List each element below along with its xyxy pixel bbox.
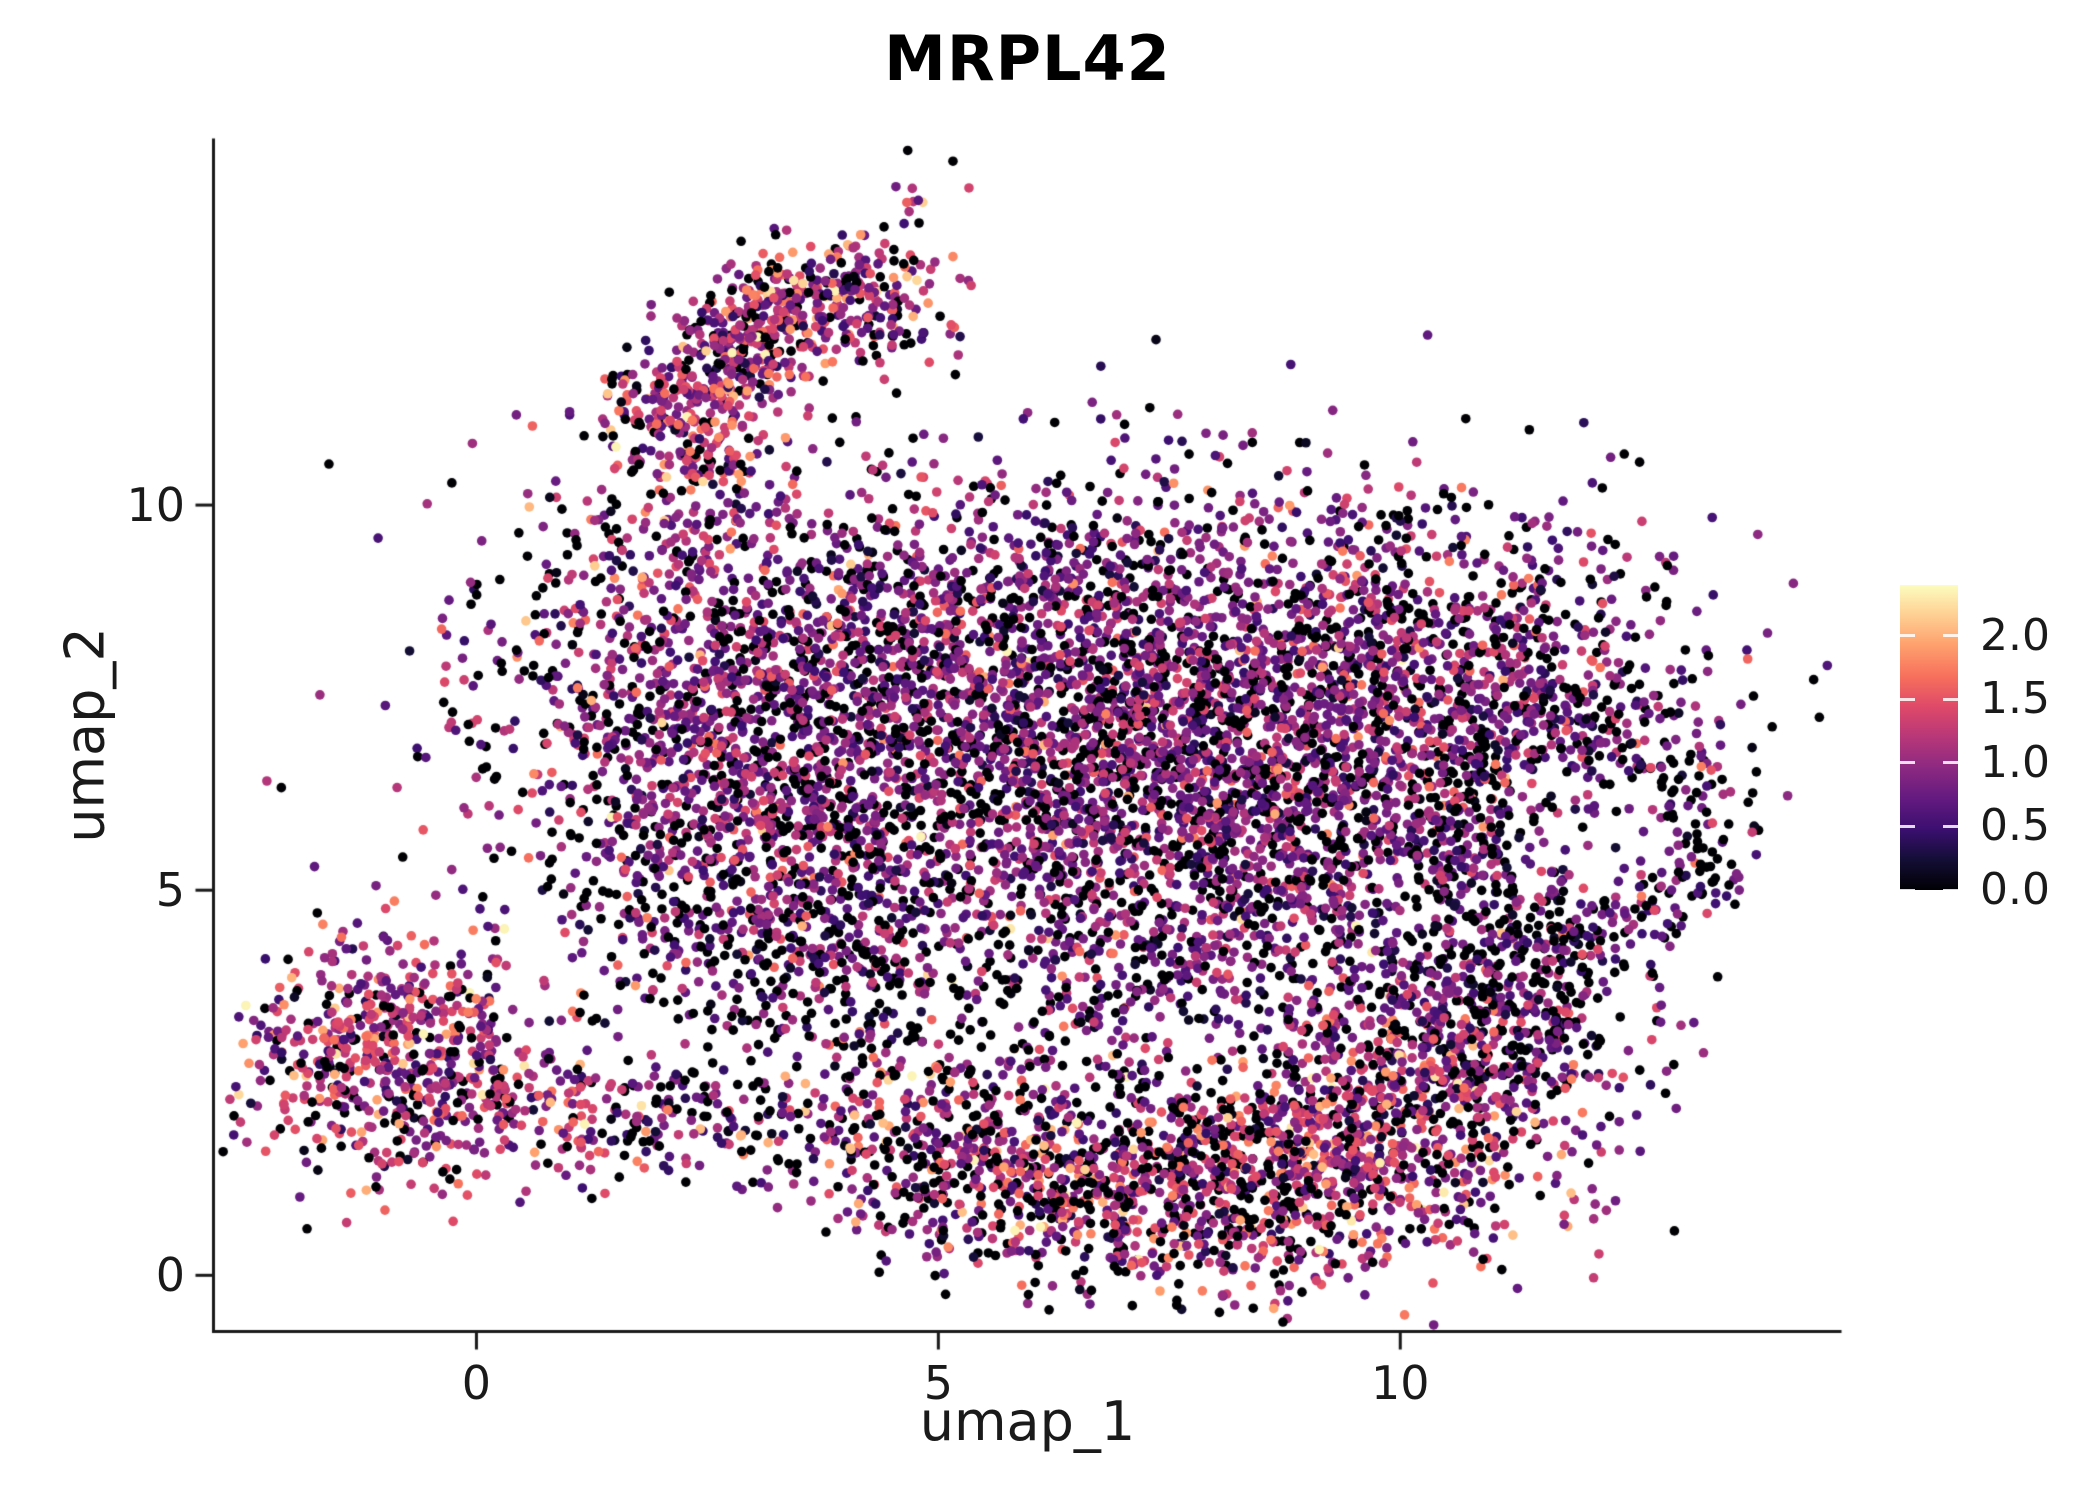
colorbar-tick-mark — [1943, 634, 1958, 638]
colorbar-tick-label: 0.0 — [1980, 864, 2050, 915]
colorbar-tick-mark — [1900, 824, 1915, 828]
y-tick-label: 10 — [126, 478, 185, 533]
colorbar-tick-label: 1.0 — [1980, 736, 2050, 788]
colorbar-tick-mark — [1943, 888, 1958, 892]
x-axis-label: umap_1 — [919, 1390, 1136, 1453]
y-tick-label: 5 — [155, 863, 185, 918]
colorbar-tick-mark — [1943, 824, 1958, 828]
y-tick-label: 0 — [155, 1248, 185, 1303]
colorbar-tick-mark — [1900, 634, 1915, 638]
plot-title: MRPL42 — [884, 22, 1171, 95]
colorbar-tick-mark — [1943, 761, 1958, 765]
x-tick-label: 0 — [461, 1356, 492, 1410]
colorbar-tick-label: 0.5 — [1980, 800, 2050, 852]
colorbar-gradient — [1900, 585, 1958, 890]
colorbar-tick-mark — [1900, 697, 1915, 701]
x-tick-label: 10 — [1370, 1356, 1430, 1410]
x-tick-label: 5 — [923, 1356, 953, 1410]
colorbar-tick-label: 2.0 — [1980, 609, 2050, 661]
colorbar-tick-mark — [1900, 761, 1915, 765]
colorbar-tick-mark — [1943, 697, 1958, 701]
colorbar-tick-label: 1.5 — [1980, 673, 2050, 725]
y-axis-label: umap_2 — [53, 627, 117, 843]
colorbar-tick-mark — [1900, 888, 1915, 892]
